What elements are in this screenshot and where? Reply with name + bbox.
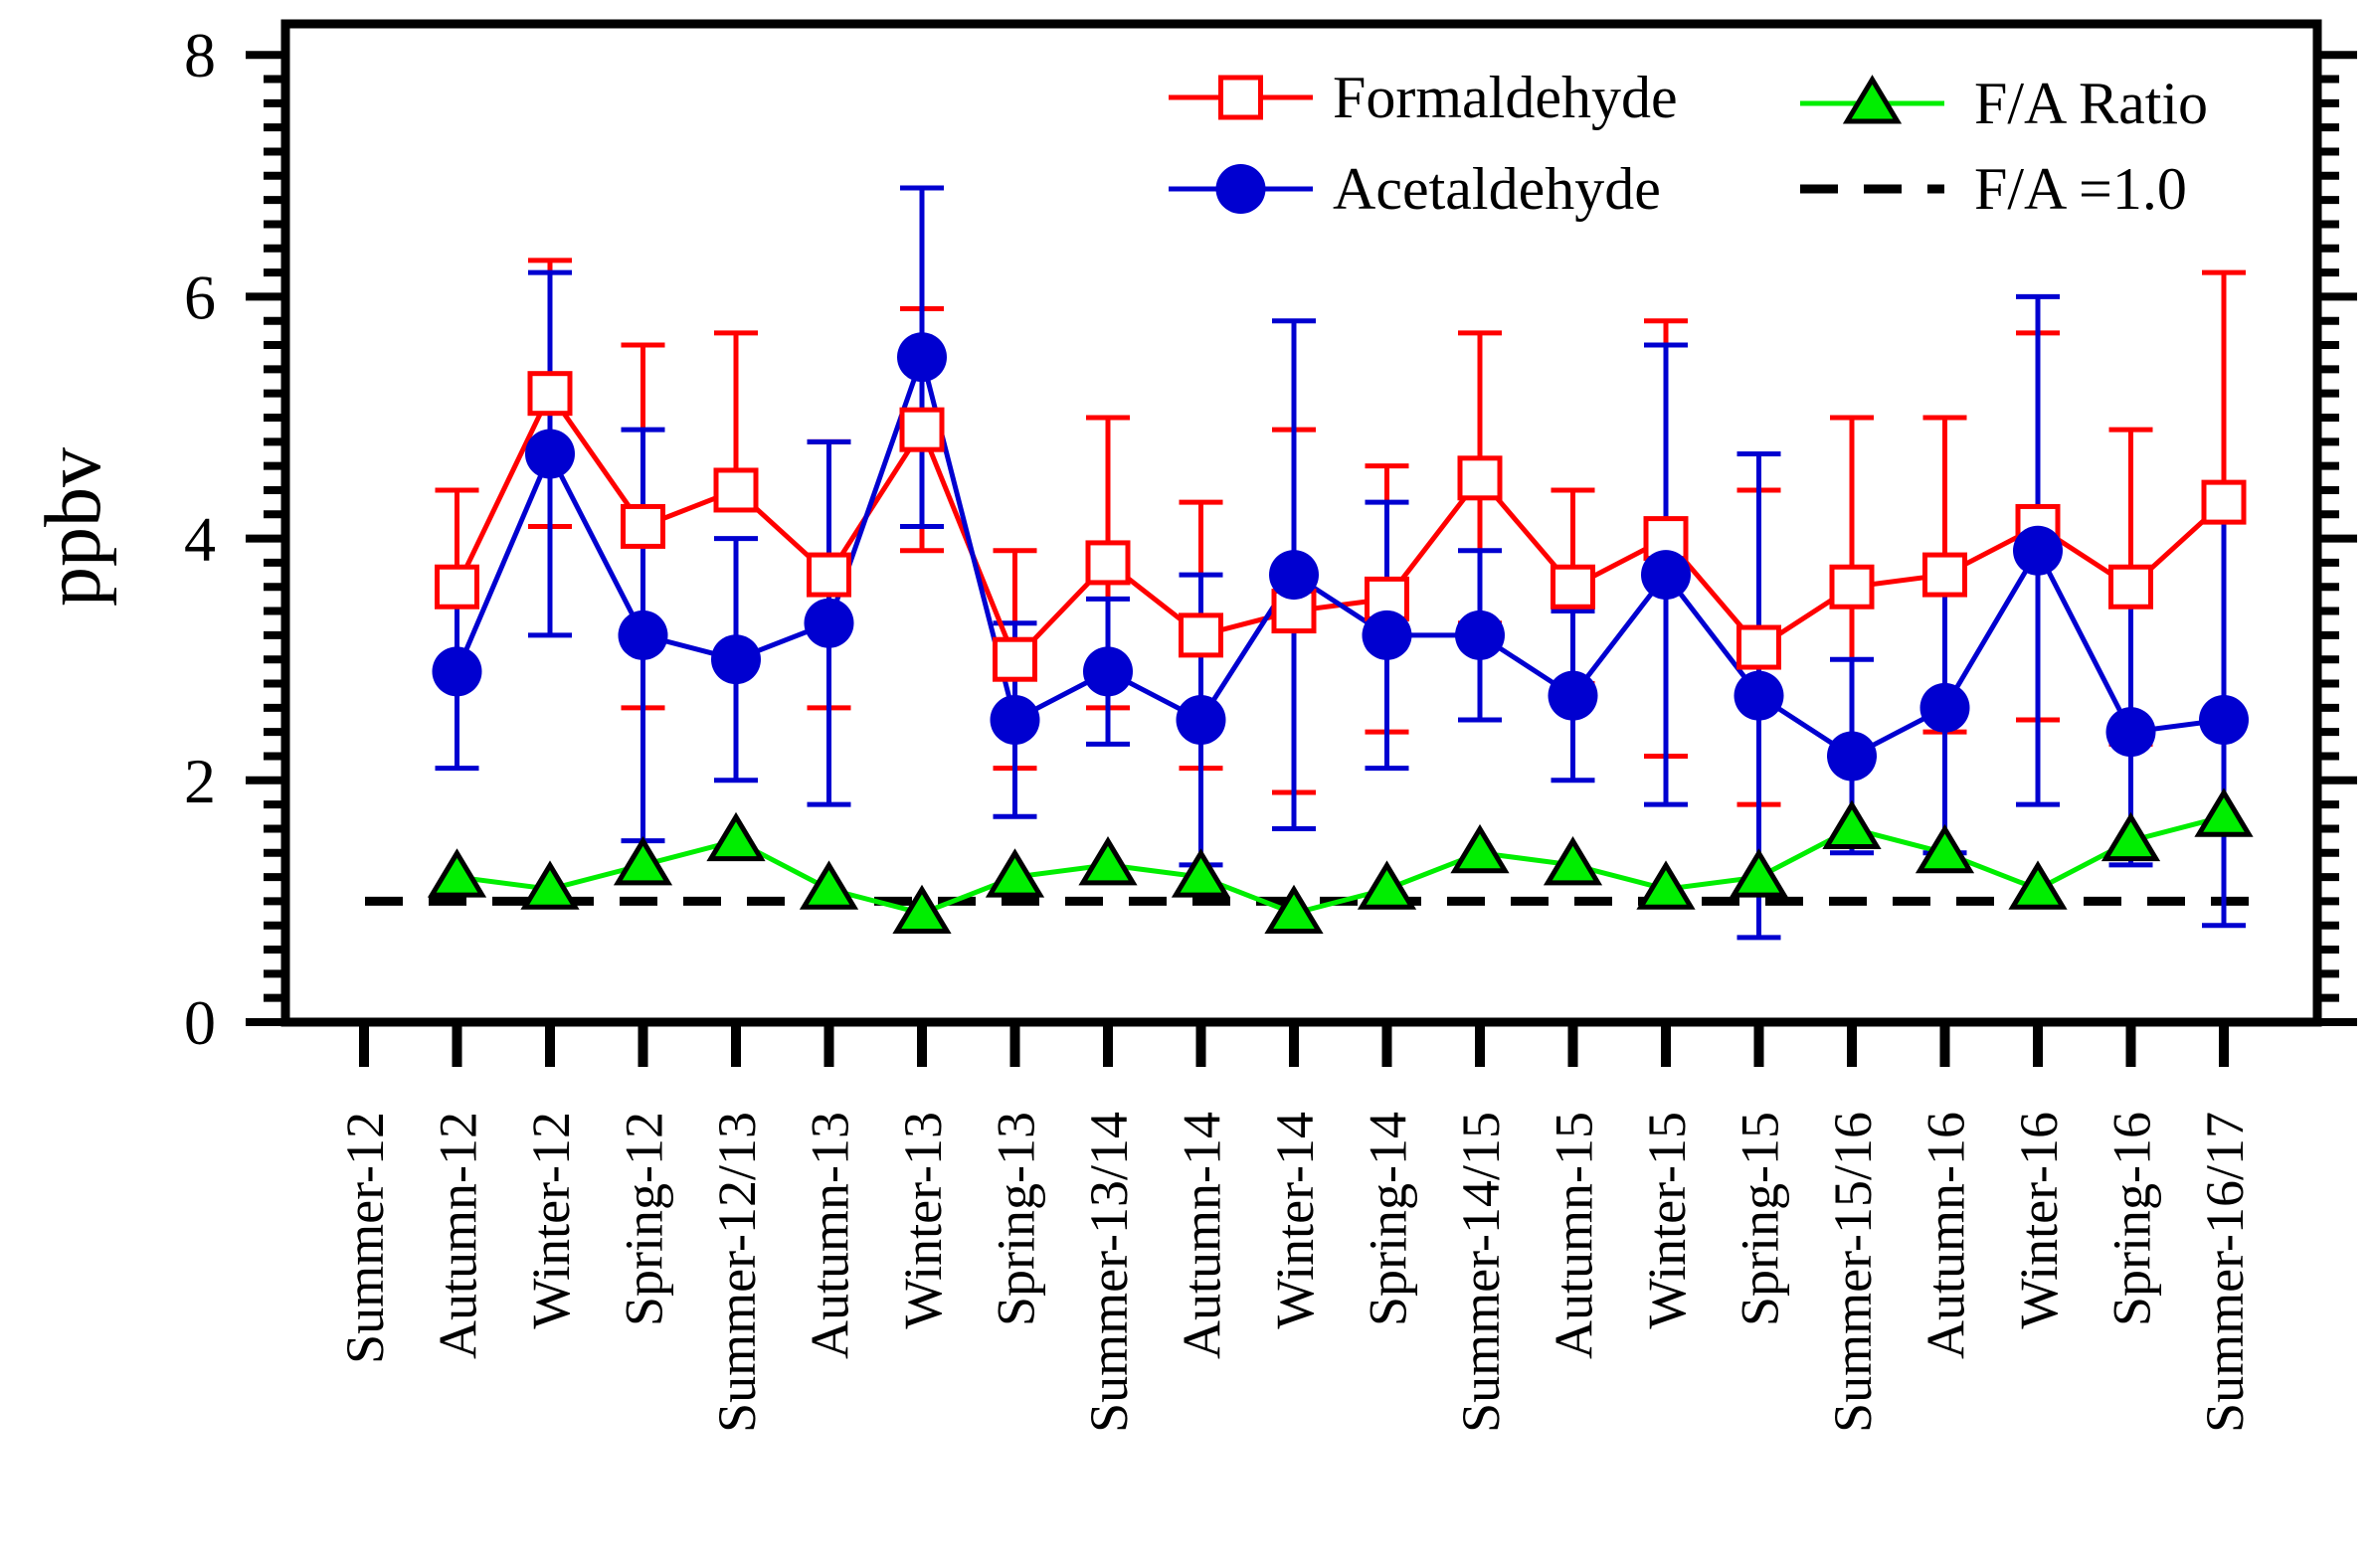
x-tick-label: Spring-13 [987,1112,1046,1326]
x-tick-label: Winter-14 [1265,1112,1325,1329]
x-tick-label: Autumn-14 [1173,1112,1232,1359]
formaldehyde-point [993,636,1037,682]
acetaldehyde-point [897,332,947,383]
marker-layer [427,332,2254,935]
fa-ratio-point [1915,823,1975,874]
formaldehyde-point [621,503,665,549]
x-tick-label: Summer-12/13 [707,1112,767,1433]
acetaldehyde-point [2199,695,2249,745]
x-tick-label: Spring-16 [2102,1112,2162,1326]
fa-ratio-point [2194,787,2254,837]
y-axis-title: ppbv [30,447,117,607]
y-tick-label: 2 [184,746,216,816]
legend-label: F/A Ratio [1974,71,2208,136]
acetaldehyde-point [1455,610,1505,660]
formaldehyde-point [1551,564,1595,610]
acetaldehyde-point [1269,550,1319,601]
x-tick-label: Winter-13 [893,1112,953,1329]
x-tick-label: Spring-12 [615,1112,674,1326]
legend: Formaldehyde Acetaldehyde F/A Ratio F/A =1.… [1169,65,2208,222]
x-tick-label: Autumn-15 [1545,1112,1604,1359]
x-tick-label: Summer-12 [335,1112,395,1364]
formaldehyde-point [2108,564,2153,610]
legend-swatch-marker [1218,75,1263,120]
fa-ratio-point [1078,836,1138,886]
fa-ratio-point [613,836,673,886]
x-tick-label: Summer-16/17 [2195,1112,2255,1433]
formaldehyde-point [527,371,573,417]
fa-ratio-point [1450,823,1510,874]
error-bar-layer [435,185,2246,941]
acetaldehyde-point [432,646,482,697]
fa-ratio-point [1171,848,1231,898]
formaldehyde-point [1179,612,1223,658]
axis-layer: 0 2 4 6 8 Summer-12 Autumn-12 Winter-12 Spring-1… [184,20,2357,1433]
acetaldehyde-point [525,429,575,479]
fa-ratio-point [799,860,859,910]
fa-ratio-point [1264,884,1324,935]
fa-ratio-point [985,848,1045,898]
acetaldehyde-point [1176,695,1226,745]
legend-label: Formaldehyde [1333,65,1678,130]
x-tick-label: Autumn-12 [429,1112,488,1359]
plot-border [280,19,2322,1027]
acetaldehyde-point [1548,670,1598,721]
y-tick-label: 6 [184,261,216,332]
formaldehyde-point [1829,564,1875,610]
legend-swatch-marker [1215,164,1266,214]
formaldehyde-point [713,467,759,513]
x-tick-label: Summer-15/16 [1823,1112,1883,1433]
plot-frame [280,19,2322,1027]
fa-ratio-point [520,860,580,910]
fa-ratio-point [427,848,487,898]
fa-ratio-point [1822,799,1882,849]
formaldehyde-point [1085,540,1131,586]
fa-ratio-point [1729,848,1789,898]
formaldehyde-line [455,388,2226,664]
acetaldehyde-point [2013,525,2063,576]
fa-ratio-point [2008,860,2068,910]
y-tick-label: 8 [184,20,216,90]
x-tick-label: Winter-12 [521,1112,581,1329]
formaldehyde-point [1736,624,1781,670]
x-tick-label: Winter-15 [1637,1112,1697,1329]
acetaldehyde-point [804,598,854,648]
acetaldehyde-point [1734,670,1784,721]
x-tick-label: Winter-16 [2009,1112,2069,1329]
x-tick-label: Spring-15 [1731,1112,1790,1326]
x-tick-label: Summer-14/15 [1451,1112,1511,1433]
fa-ratio-point [892,884,952,935]
acetaldehyde-point [2105,707,2156,758]
acetaldehyde-point [711,634,761,685]
acetaldehyde-point [1641,550,1691,601]
y-tick-label: 0 [184,987,216,1058]
formaldehyde-point [899,407,945,452]
fa-ratio-point [1543,836,1603,886]
fa-ratio-point [2100,811,2161,862]
y-tick-label: 4 [184,504,216,575]
x-tick-label: Autumn-16 [1917,1112,1976,1359]
legend-label: F/A =1.0 [1974,156,2187,222]
acetaldehyde-point [618,610,668,660]
formaldehyde-point [435,564,479,610]
x-tick-label: Summer-13/14 [1079,1112,1139,1433]
formaldehyde-point [2201,479,2247,525]
series-line-layer [455,348,2226,917]
formaldehyde-point [1922,552,1967,598]
formaldehyde-point [807,552,851,598]
acetaldehyde-point [990,695,1040,745]
formaldehyde-point [1457,455,1503,501]
acetaldehyde-point [1083,646,1133,697]
acetaldehyde-point [1827,731,1877,782]
legend-label: Acetaldehyde [1333,156,1661,222]
fa-ratio-point [706,811,766,862]
fa-ratio-point [1357,860,1417,910]
legend-swatch-marker [1842,75,1903,124]
x-tick-label: Autumn-13 [801,1112,860,1359]
acetaldehyde-point [1362,610,1412,660]
x-tick-label: Spring-14 [1359,1112,1418,1326]
fa-ratio-point [1636,860,1696,910]
acetaldehyde-point [1919,682,1970,733]
